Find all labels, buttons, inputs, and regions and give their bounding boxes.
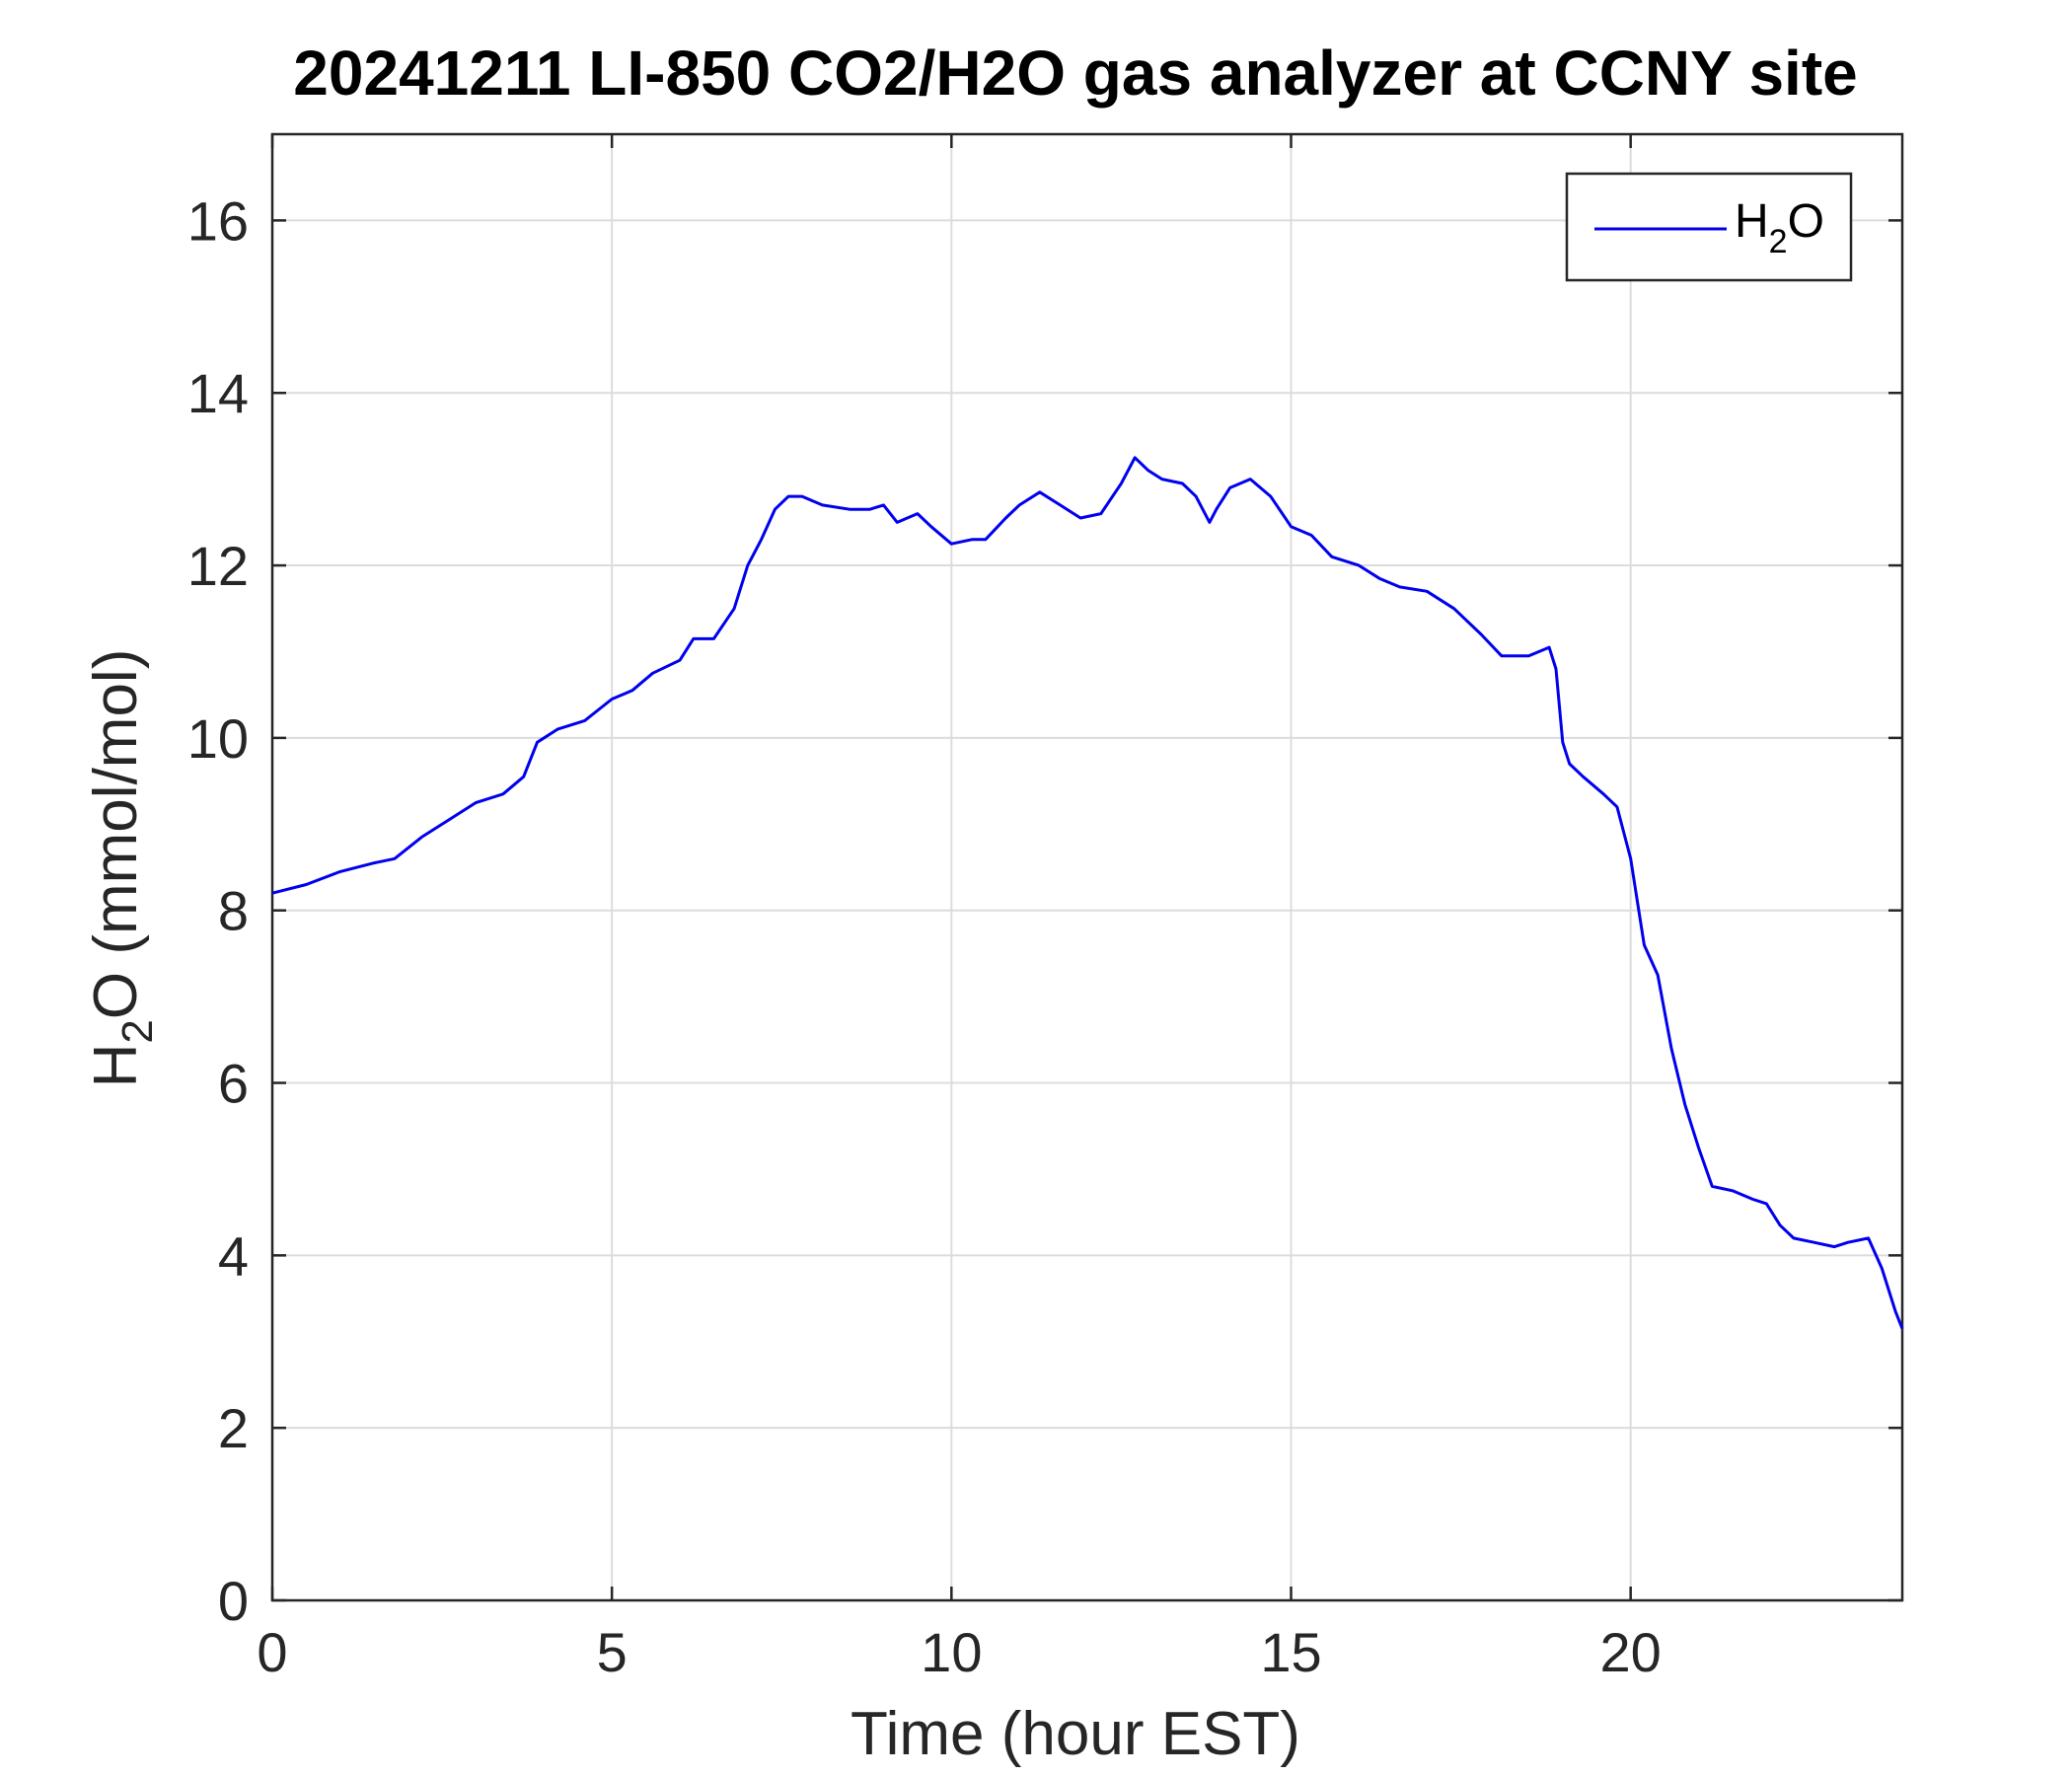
y-tick-labels: 0 2 4 6 8 10 12 14 16: [187, 189, 249, 1632]
x-tick-label: 5: [597, 1621, 628, 1683]
y-axis-label-tail: O (mmol/mol): [82, 649, 150, 1019]
x-tick-label: 20: [1600, 1621, 1662, 1683]
x-tick-labels: 0 5 10 15 20: [257, 1621, 1661, 1683]
chart-title: 20241211 LI-850 CO2/H2O gas analyzer at …: [293, 37, 1857, 109]
legend-label-tail: O: [1788, 195, 1824, 248]
y-tick-label: 2: [218, 1397, 249, 1459]
y-tick-label: 14: [187, 362, 249, 424]
x-axis-label: Time (hour EST): [851, 1700, 1300, 1768]
y-axis-label: H2O (mmol/mol): [82, 649, 162, 1088]
legend-label: H2O: [1735, 195, 1824, 260]
x-tick-label: 10: [921, 1621, 982, 1683]
y-tick-label: 10: [187, 707, 249, 770]
axis-ticks: [270, 134, 1902, 1602]
y-tick-label: 6: [218, 1053, 249, 1115]
legend-label-subscript: 2: [1769, 223, 1788, 260]
legend-label-main: H: [1735, 195, 1769, 248]
y-tick-label: 16: [187, 189, 249, 252]
legend: H2O: [1565, 172, 1853, 282]
x-tick-label: 15: [1260, 1621, 1321, 1683]
y-axis-label-subscript: 2: [113, 1019, 162, 1043]
y-tick-label: 0: [218, 1570, 249, 1632]
series-line-h2o: [271, 456, 1904, 1330]
legend-box: [1565, 172, 1853, 282]
x-tick-label: 0: [257, 1621, 287, 1683]
y-tick-label: 4: [218, 1224, 249, 1287]
y-tick-label: 12: [187, 535, 249, 597]
y-tick-label: 8: [218, 880, 249, 942]
plot-area-frame: [270, 132, 1904, 1602]
y-axis-label-main: H: [82, 1044, 150, 1088]
